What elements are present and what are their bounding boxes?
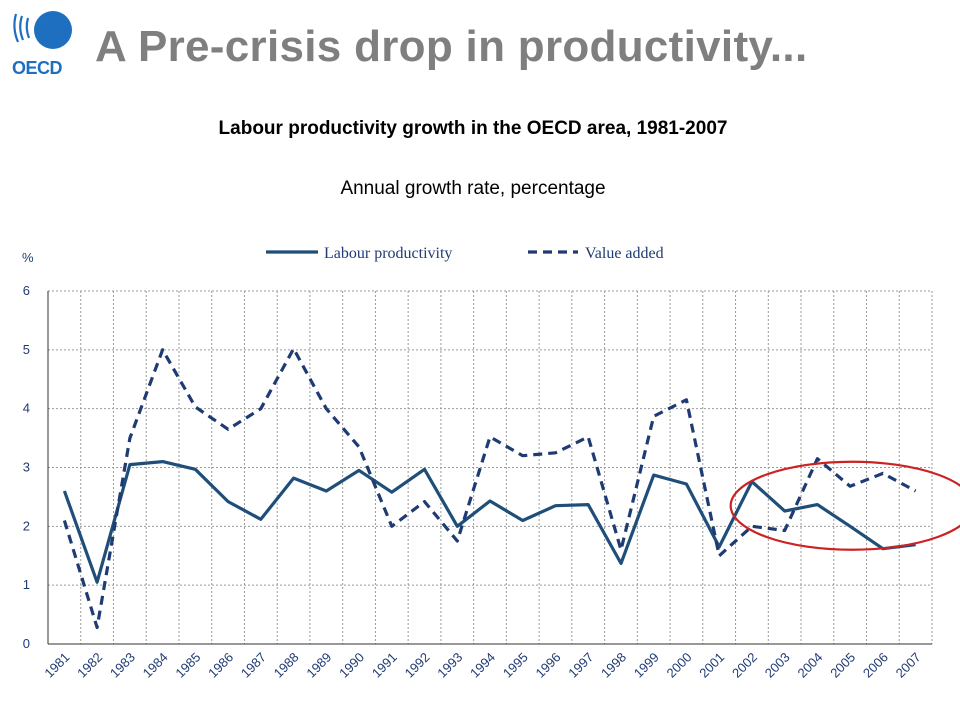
x-tick-label: 1999 bbox=[631, 650, 662, 681]
x-tick-label: 1998 bbox=[598, 650, 629, 681]
chart-grid bbox=[47, 290, 933, 644]
chart-series bbox=[62, 347, 917, 630]
y-axis-label: % bbox=[22, 250, 34, 265]
legend-label: Value added bbox=[585, 245, 664, 262]
x-tick-label: 2005 bbox=[827, 650, 858, 681]
x-tick-label: 1985 bbox=[172, 650, 203, 681]
x-tick-label: 1996 bbox=[533, 650, 564, 681]
y-axis-ticks: 0 1 2 3 4 5 6 bbox=[23, 283, 30, 651]
y-tick-label: 4 bbox=[23, 401, 30, 416]
x-tick-label: 2007 bbox=[893, 650, 924, 681]
x-tick-label: 1987 bbox=[238, 650, 269, 681]
x-tick-label: 1993 bbox=[434, 650, 465, 681]
x-tick-label: 2006 bbox=[860, 650, 891, 681]
chart-legend: Labour productivity Value added bbox=[266, 245, 664, 262]
chart-axes bbox=[47, 291, 932, 645]
series-line-labour-productivity bbox=[62, 460, 916, 584]
x-tick-label: 2000 bbox=[664, 650, 695, 681]
chart-title: Labour productivity growth in the OECD a… bbox=[218, 118, 728, 139]
y-tick-label: 3 bbox=[23, 460, 30, 475]
oecd-logo-text: OECD bbox=[12, 58, 63, 76]
x-tick-label: 1988 bbox=[271, 650, 302, 681]
x-tick-label: 2004 bbox=[794, 650, 825, 681]
oecd-logo: OECD bbox=[12, 11, 72, 76]
chart-annotation bbox=[729, 460, 960, 551]
x-tick-label: 1982 bbox=[74, 650, 105, 681]
oecd-logo-mark bbox=[13, 11, 72, 49]
x-tick-label: 1994 bbox=[467, 650, 498, 681]
slide-title: A Pre-crisis drop in productivity... bbox=[95, 22, 808, 71]
y-tick-label: 0 bbox=[23, 636, 30, 651]
y-tick-label: 6 bbox=[23, 283, 30, 298]
x-tick-label: 1983 bbox=[107, 650, 138, 681]
highlight-ellipse bbox=[729, 460, 960, 551]
y-tick-label: 2 bbox=[23, 518, 30, 533]
x-tick-label: 1997 bbox=[565, 650, 596, 681]
x-axis-ticks: 1981 1982 1983 1984 1985 1986 1987 1988 1989 1990… bbox=[41, 650, 923, 681]
x-tick-label: 1981 bbox=[41, 650, 72, 681]
x-tick-label: 1989 bbox=[303, 650, 334, 681]
x-tick-label: 2002 bbox=[729, 650, 760, 681]
x-tick-label: 1990 bbox=[336, 650, 367, 681]
x-tick-label: 1984 bbox=[140, 650, 171, 681]
y-tick-label: 1 bbox=[23, 577, 30, 592]
legend-label: Labour productivity bbox=[324, 245, 452, 262]
x-tick-label: 1986 bbox=[205, 650, 236, 681]
series-line-value-added bbox=[62, 347, 917, 630]
x-tick-label: 2003 bbox=[762, 650, 793, 681]
x-tick-label: 1995 bbox=[500, 650, 531, 681]
x-tick-label: 1992 bbox=[402, 650, 433, 681]
x-tick-label: 2001 bbox=[696, 650, 727, 681]
chart-subtitle: Annual growth rate, percentage bbox=[340, 178, 606, 199]
y-tick-label: 5 bbox=[23, 342, 30, 357]
x-tick-label: 1991 bbox=[369, 650, 400, 681]
